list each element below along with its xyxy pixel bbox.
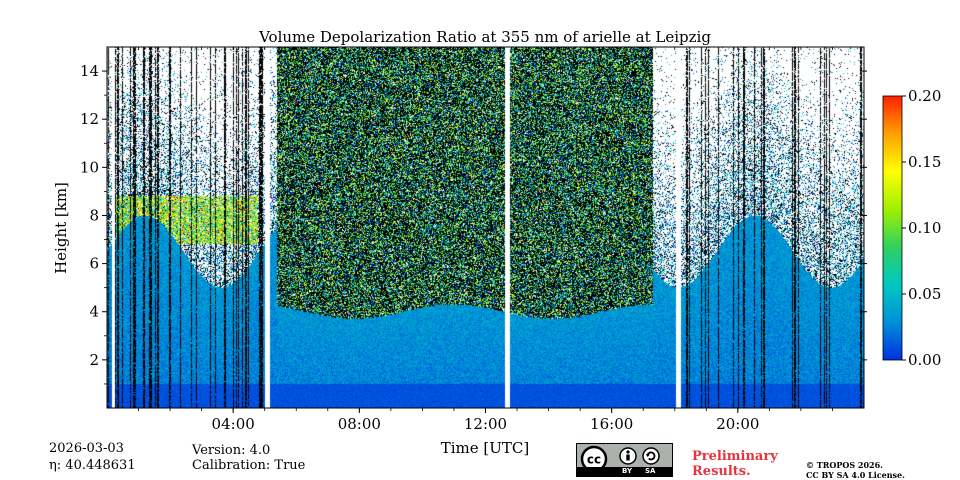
- y-tick-label: 12: [80, 110, 99, 128]
- share-alike-icon: [642, 447, 660, 465]
- y-tick-label: 14: [80, 62, 99, 80]
- colorbar: [882, 95, 903, 361]
- axis-ticks: 04:00 08:00 12:00 16:00 20:00 2 4 6 8 10 12 14: [80, 47, 867, 433]
- colorbar-ticks: 0.00 0.05 0.10 0.15 0.20: [902, 87, 941, 369]
- sa-label: SA: [645, 467, 656, 475]
- colorbar-tick-label: 0.15: [908, 153, 941, 171]
- heatmap-field: [107, 47, 864, 408]
- heatmap-image: [107, 47, 864, 408]
- colorbar-tick-label: 0.00: [908, 351, 941, 369]
- x-tick-label: 16:00: [590, 415, 633, 433]
- cc-logo-text: cc: [587, 453, 601, 467]
- y-tick-label: 8: [89, 206, 99, 224]
- y-axis-label: Height [km]: [52, 182, 70, 274]
- preliminary-line-2: Results.: [692, 464, 751, 479]
- y-tick-label: 2: [89, 351, 99, 369]
- x-tick-label: 12:00: [464, 415, 507, 433]
- y-tick-label: 10: [80, 158, 99, 176]
- eta-label: η: 40.448631: [49, 458, 136, 473]
- copyright-line-1: © TROPOS 2026.: [806, 460, 883, 470]
- y-tick-label: 4: [89, 303, 99, 321]
- by-label: BY: [622, 467, 633, 475]
- date-label: 2026-03-03: [49, 441, 124, 456]
- copyright-line-2: CC BY SA 4.0 License.: [806, 470, 905, 480]
- colorbar-tick-label: 0.20: [908, 87, 941, 105]
- version-label: Version: 4.0: [192, 443, 271, 458]
- y-tick-label: 6: [89, 255, 99, 273]
- x-tick-label: 20:00: [716, 415, 759, 433]
- copyright-note: © TROPOS 2026. CC BY SA 4.0 License.: [806, 460, 905, 480]
- colorbar-tick-label: 0.10: [908, 219, 941, 237]
- preliminary-results-note: Preliminary Results.: [692, 449, 778, 479]
- x-tick-label: 08:00: [338, 415, 381, 433]
- x-axis-label: Time [UTC]: [441, 439, 530, 457]
- preliminary-line-1: Preliminary: [692, 449, 778, 464]
- chart-title: Volume Depolarization Ratio at 355 nm of…: [258, 28, 711, 46]
- colorbar-tick-label: 0.05: [908, 285, 941, 303]
- x-tick-label: 04:00: [212, 415, 255, 433]
- cc-by-sa-badge[interactable]: cc BY SA: [576, 443, 673, 477]
- calibration-label: Calibration: True: [192, 458, 306, 473]
